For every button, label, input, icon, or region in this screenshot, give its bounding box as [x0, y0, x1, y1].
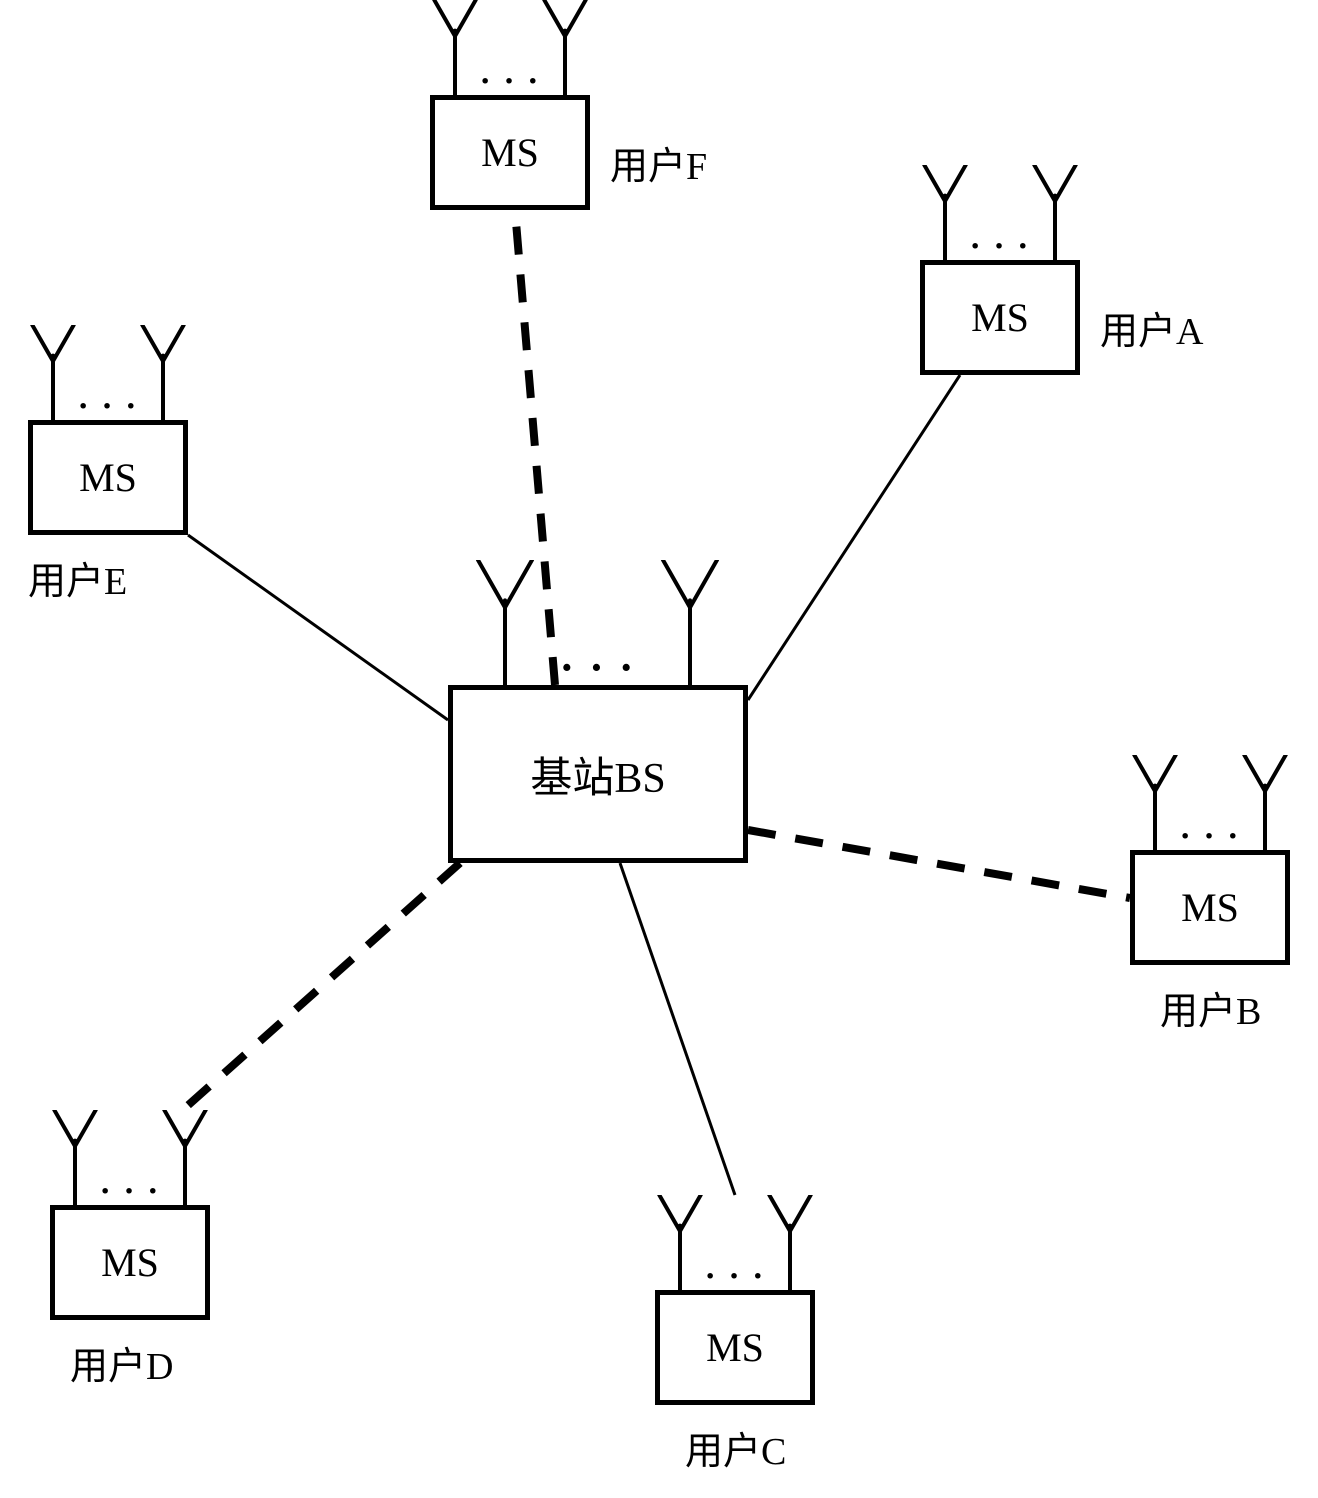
ms-node-B: · · ·MS用户B	[1130, 755, 1290, 965]
ms-inside-label: MS	[1181, 884, 1239, 931]
user-label-D: 用户D	[70, 1335, 173, 1390]
ms-node-A: · · ·MS用户A	[920, 165, 1080, 375]
user-label-F: 用户F	[610, 135, 707, 190]
link-bs-D	[185, 863, 460, 1108]
ms-node-D: · · ·MS用户D	[50, 1110, 210, 1320]
ms-box: MS	[1130, 850, 1290, 965]
antenna-icon	[657, 1195, 703, 1290]
user-label-C: 用户C	[685, 1420, 786, 1475]
link-bs-C	[620, 863, 735, 1195]
link-bs-E	[188, 535, 448, 720]
antenna-icon	[162, 1110, 208, 1205]
ms-inside-label: MS	[971, 294, 1029, 341]
ms-node-E: · · ·MS用户E	[28, 325, 188, 535]
antenna-icon	[1032, 165, 1078, 260]
ms-box: MS	[28, 420, 188, 535]
ms-antenna-row: · · ·	[655, 1195, 815, 1290]
antenna-icon	[542, 0, 588, 95]
link-bs-B	[748, 830, 1130, 898]
ms-box: MS	[430, 95, 590, 210]
ms-inside-label: MS	[101, 1239, 159, 1286]
ms-box: MS	[50, 1205, 210, 1320]
ms-box: MS	[920, 260, 1080, 375]
link-bs-A	[748, 375, 960, 700]
bs-label: 基站BS	[530, 744, 665, 805]
bs-box: 基站BS	[448, 685, 748, 863]
ms-box: MS	[655, 1290, 815, 1405]
antenna-icon	[1242, 755, 1288, 850]
base-station-node: · · · 基站BS	[448, 560, 748, 863]
antenna-icon	[30, 325, 76, 420]
bs-antenna-row: · · ·	[448, 560, 748, 685]
ms-node-F: · · ·MS用户F	[430, 0, 590, 210]
antenna-icon	[140, 325, 186, 420]
ms-antenna-row: · · ·	[430, 0, 590, 95]
user-label-B: 用户B	[1160, 980, 1261, 1035]
antenna-icon	[52, 1110, 98, 1205]
antenna-icon	[660, 560, 720, 685]
user-label-E: 用户E	[28, 550, 127, 605]
antenna-icon	[475, 560, 535, 685]
ms-inside-label: MS	[481, 129, 539, 176]
ms-antenna-row: · · ·	[1130, 755, 1290, 850]
antenna-icon	[432, 0, 478, 95]
ms-antenna-row: · · ·	[920, 165, 1080, 260]
ms-node-C: · · ·MS用户C	[655, 1195, 815, 1405]
diagram-canvas: · · · 基站BS · · · MS 用户F · · · MS 用户A · · · MS 用户…	[0, 0, 1318, 1498]
user-label-A: 用户A	[1100, 300, 1203, 355]
ms-antenna-row: · · ·	[50, 1110, 210, 1205]
antenna-icon	[1132, 755, 1178, 850]
ms-antenna-row: · · ·	[28, 325, 188, 420]
ms-inside-label: MS	[79, 454, 137, 501]
antenna-icon	[767, 1195, 813, 1290]
antenna-icon	[922, 165, 968, 260]
ms-inside-label: MS	[706, 1324, 764, 1371]
